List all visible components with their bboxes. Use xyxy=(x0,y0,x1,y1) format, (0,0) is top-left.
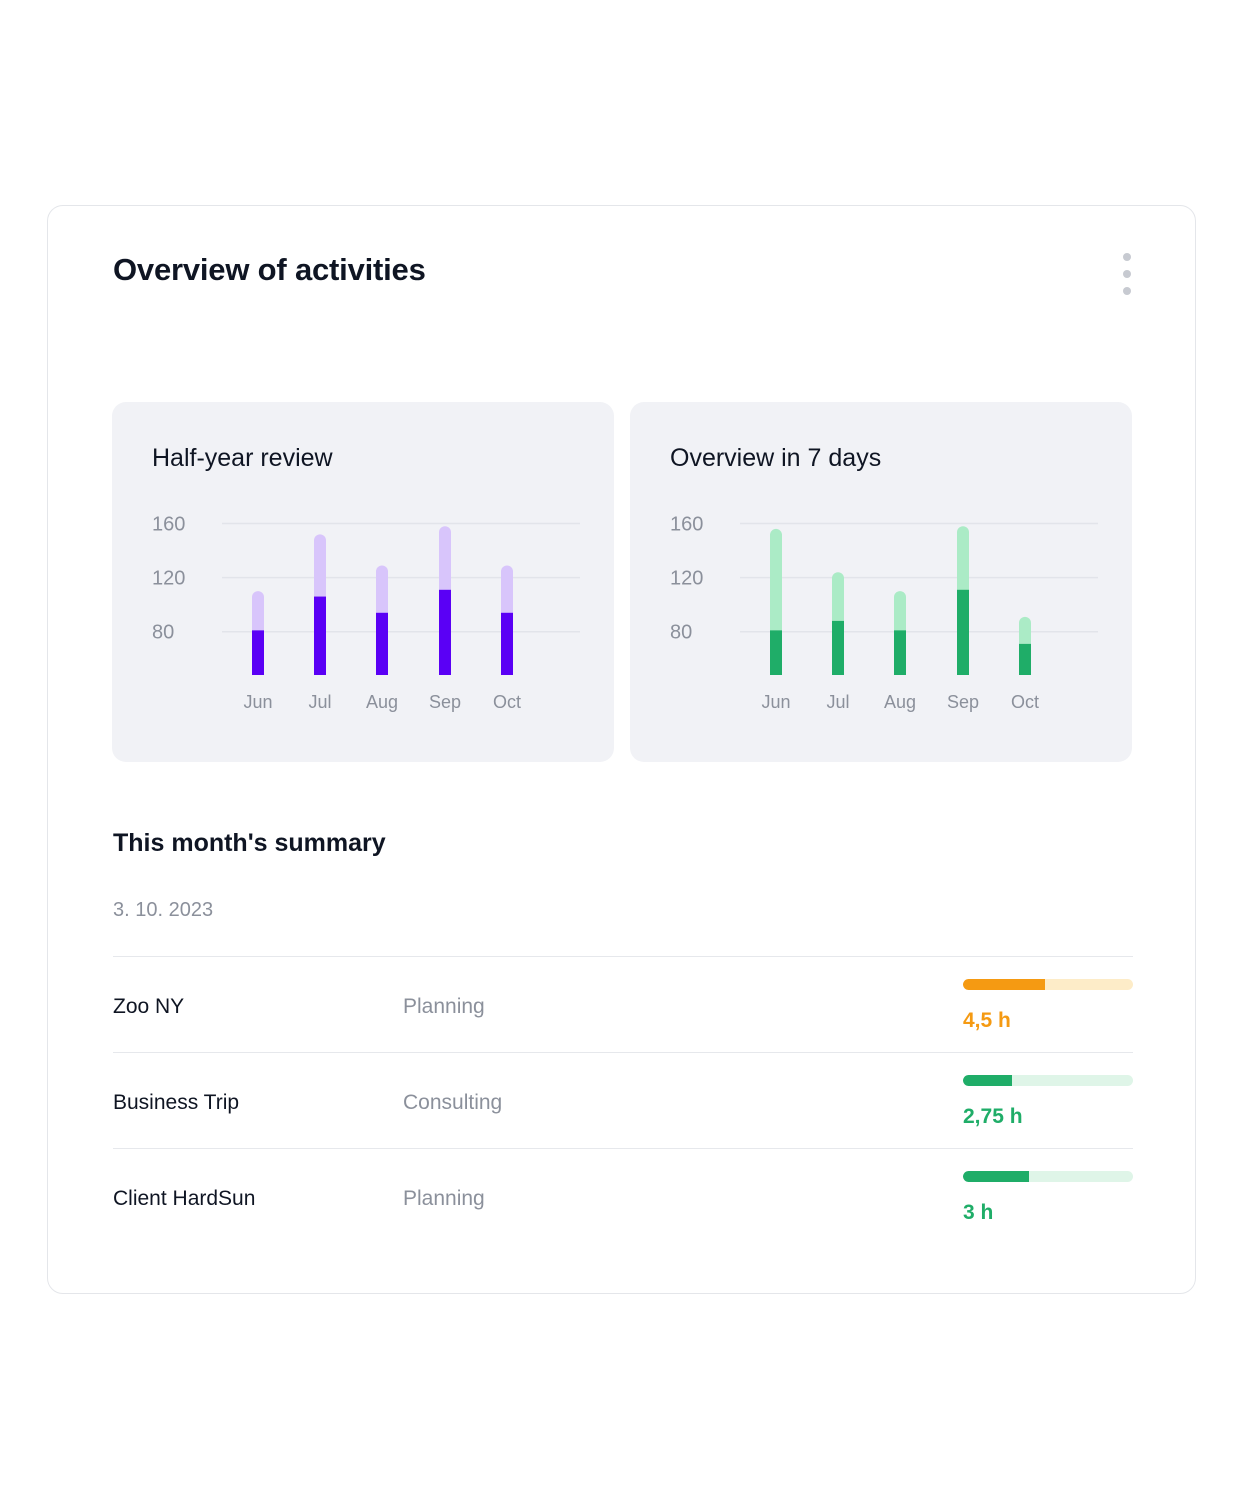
activity-category: Consulting xyxy=(403,1091,503,1114)
y-tick-label: 120 xyxy=(152,568,185,590)
list-item[interactable]: Client HardSun Planning 3 h xyxy=(113,1148,1133,1244)
card-title: Overview of activities xyxy=(113,252,426,287)
activities-card: Overview of activities Half-year review … xyxy=(47,205,1196,1294)
menu-dot xyxy=(1123,287,1131,295)
progress-bar xyxy=(963,979,1133,990)
bar-value xyxy=(832,620,844,675)
progress-fill xyxy=(963,1171,1030,1182)
y-tick-label: 160 xyxy=(152,514,185,536)
bar-value xyxy=(314,596,326,675)
half-year-chart: 160 120 80 Jun Jul Aug Sep Oct xyxy=(152,514,580,712)
hours-value: 2,75 h xyxy=(963,1105,1023,1128)
summary-list: Zoo NY Planning 4,5 h Business Trip Cons… xyxy=(113,956,1133,1244)
chart-title: Half-year review xyxy=(152,444,333,472)
x-tick-label: Sep xyxy=(429,692,461,712)
progress-fill xyxy=(963,1075,1013,1086)
y-tick-label: 160 xyxy=(670,514,703,536)
y-tick-label: 80 xyxy=(152,622,174,644)
bar-value xyxy=(957,589,969,675)
bar-value xyxy=(376,612,388,675)
x-tick-label: Jun xyxy=(761,692,790,712)
bar-value xyxy=(770,630,782,675)
summary-title: This month's summary xyxy=(113,829,386,857)
activity-category: Planning xyxy=(403,995,485,1018)
bar-value xyxy=(501,612,513,675)
project-name: Zoo NY xyxy=(113,995,185,1018)
progress-fill xyxy=(963,979,1045,990)
more-vertical-icon[interactable] xyxy=(1117,251,1137,297)
chart-title: Overview in 7 days xyxy=(670,444,882,472)
hours-value: 3 h xyxy=(963,1201,994,1224)
progress-bar xyxy=(963,1075,1133,1086)
list-item[interactable]: Zoo NY Planning 4,5 h xyxy=(113,956,1133,1052)
x-tick-label: Jul xyxy=(308,692,331,712)
y-tick-label: 120 xyxy=(670,568,703,590)
x-tick-label: Aug xyxy=(366,692,398,712)
half-year-review-panel: Half-year review 160 120 80 Jun Jul Aug Sep Oct xyxy=(112,402,614,762)
seven-days-panel: Overview in 7 days 160 120 80 Jun Jul Aug Sep O… xyxy=(630,402,1132,762)
menu-dot xyxy=(1123,270,1131,278)
list-item[interactable]: Business Trip Consulting 2,75 h xyxy=(113,1052,1133,1148)
seven-days-chart: 160 120 80 Jun Jul Aug Sep Oct xyxy=(670,514,1098,712)
x-tick-label: Jul xyxy=(826,692,849,712)
menu-dot xyxy=(1123,253,1131,261)
activity-category: Planning xyxy=(403,1187,485,1210)
summary-date: 3. 10. 2023 xyxy=(113,899,214,921)
bar-value xyxy=(1019,643,1031,675)
bar-value xyxy=(252,630,264,675)
project-name: Client HardSun xyxy=(113,1187,256,1210)
project-name: Business Trip xyxy=(113,1091,240,1114)
bar-value xyxy=(439,589,451,675)
bar-value xyxy=(894,630,906,675)
x-tick-label: Sep xyxy=(947,692,979,712)
x-tick-label: Oct xyxy=(493,692,521,712)
x-tick-label: Oct xyxy=(1011,692,1039,712)
x-tick-label: Jun xyxy=(243,692,272,712)
x-tick-label: Aug xyxy=(884,692,916,712)
progress-bar xyxy=(963,1171,1133,1182)
hours-value: 4,5 h xyxy=(963,1009,1011,1032)
y-tick-label: 80 xyxy=(670,622,692,644)
